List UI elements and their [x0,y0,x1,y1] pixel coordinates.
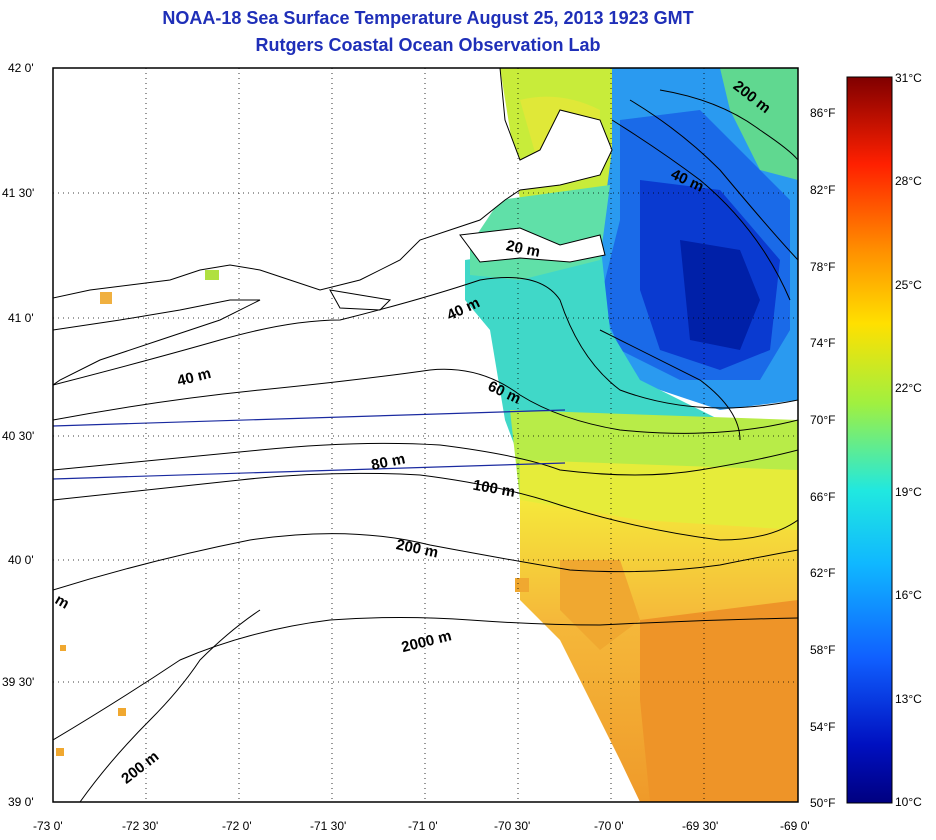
fahrenheit-label: 86°F [810,106,835,120]
map-subtitle: Rutgers Coastal Ocean Observation Lab [255,35,601,55]
transect-lines [52,409,566,480]
map-title: NOAA-18 Sea Surface Temperature August 2… [162,8,694,28]
lat-tick-label: 41 0' [8,311,34,325]
fahrenheit-label: 70°F [810,413,835,427]
celsius-label: 10°C [895,795,922,809]
fahrenheit-label: 78°F [810,260,835,274]
fahrenheit-label: 66°F [810,490,835,504]
fahrenheit-label: 50°F [810,796,835,810]
latitude-axis: 42 0' 41 30' 41 0' 40 30' 40 0' 39 30' 3… [2,61,34,809]
celsius-label: 13°C [895,692,922,706]
contour-label: 80 m [370,450,407,474]
lon-tick-label: -70 0' [594,819,624,833]
celsius-label: 22°C [895,381,922,395]
longitude-axis: -73 0' -72 30' -72 0' -71 30' -71 0' -70… [33,819,810,833]
bathymetry-contours [53,89,798,802]
celsius-label: 31°C [895,71,922,85]
fahrenheit-label: 62°F [810,566,835,580]
fahrenheit-label: 54°F [810,720,835,734]
lon-tick-label: -71 30' [310,819,346,833]
lon-tick-label: -72 0' [222,819,252,833]
lat-tick-label: 39 0' [8,795,34,809]
colorbar [846,76,893,804]
lon-tick-label: -72 30' [122,819,158,833]
lon-tick-label: -71 0' [408,819,438,833]
lon-tick-label: -73 0' [33,819,63,833]
lon-tick-label: -70 30' [494,819,530,833]
fahrenheit-label: 82°F [810,183,835,197]
lat-tick-label: 39 30' [2,675,34,689]
lat-tick-label: 41 30' [2,186,34,200]
lat-tick-label: 40 30' [2,429,34,443]
coastline [53,68,613,386]
lon-tick-label: -69 0' [780,819,810,833]
fahrenheit-axis: 86°F 82°F 78°F 74°F 70°F 66°F 62°F 58°F … [810,106,835,810]
celsius-label: 25°C [895,278,922,292]
contour-label: 20 m [505,237,542,261]
lat-tick-label: 40 0' [8,553,34,567]
lon-tick-label: -69 30' [682,819,718,833]
map-border [52,67,799,803]
celsius-label: 16°C [895,588,922,602]
celsius-label: 19°C [895,485,922,499]
colorbar-labels: 31°C 28°C 25°C 22°C 19°C 16°C 13°C 10°C [895,71,922,809]
sst-field [56,68,798,802]
fahrenheit-label: 74°F [810,336,835,350]
lat-tick-label: 42 0' [8,61,34,75]
celsius-label: 28°C [895,174,922,188]
graticule [53,68,798,802]
fahrenheit-label: 58°F [810,643,835,657]
